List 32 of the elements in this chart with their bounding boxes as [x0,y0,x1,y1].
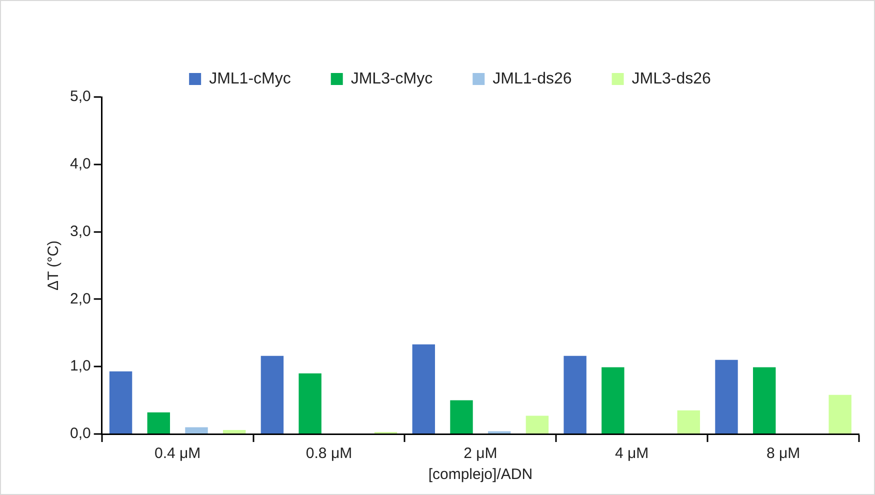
bar [602,367,624,434]
legend-label: JML1-ds26 [492,70,572,88]
x-tick-label: 0.4 μM [154,445,201,462]
bar [298,373,322,434]
bar [828,394,852,434]
bar [222,430,246,434]
legend-label: JML3-cMyc [350,70,433,88]
bar [185,427,208,434]
x-tick-label: 2 μM [464,445,498,462]
x-tick-label: 4 μM [615,445,649,462]
y-tick-label: 3,0 [70,222,91,240]
bar [715,360,738,434]
y-tick-label: 0,0 [70,425,91,442]
bar [260,356,284,434]
bar [109,371,132,434]
legend-label: JML1-cMyc [209,70,291,88]
x-tick-label: 8 μM [766,445,800,462]
y-tick-label: 4,0 [70,156,91,173]
y-tick-label: 2,0 [70,290,91,308]
y-tick-label: 5,0 [70,88,91,106]
bar [526,416,549,434]
bar [753,367,776,434]
bar [564,356,586,434]
bar [450,400,473,434]
x-tick-label: 0.8 μM [306,445,352,462]
bar [147,412,170,434]
x-axis-title: [complejo]/ADN [428,466,533,484]
bar [412,344,435,434]
y-tick-label: 1,0 [70,358,91,375]
legend-label: JML3-ds26 [632,70,712,88]
bar [677,410,700,434]
y-axis-title: ΔT (°C) [45,240,62,290]
